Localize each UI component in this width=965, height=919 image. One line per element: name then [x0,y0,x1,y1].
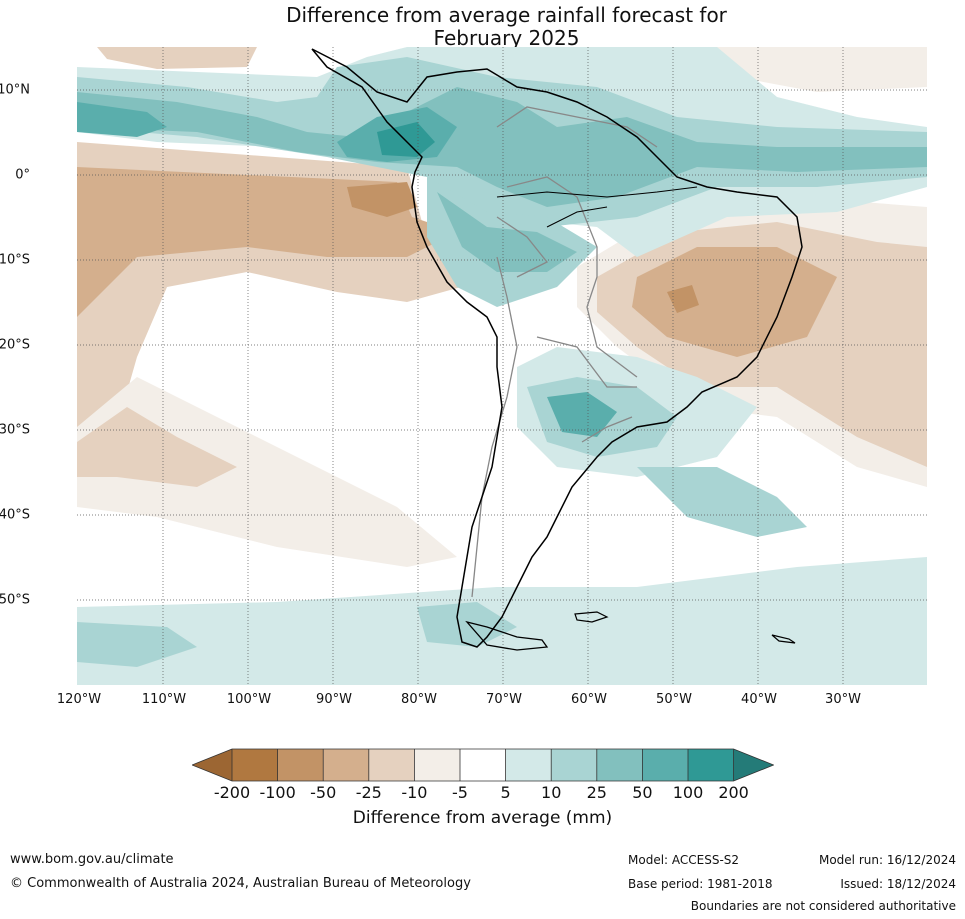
lon-label-80W: 80°W [401,692,437,707]
colorbar-arrow-low [192,749,232,781]
colorbar-tick-label: 100 [672,783,704,802]
lat-label-40S: 40°S [0,507,30,523]
rivers [496,186,698,228]
colorbar-segment [688,749,735,781]
colorbar-segment [414,749,461,781]
lat-label-50S: 50°S [0,592,30,608]
dry-north-top [97,47,257,69]
border-brazil-north [496,106,658,148]
lon-label-90W: 90°W [316,692,352,707]
lon-label-70W: 70°W [486,692,522,707]
dry-pacific-strong [347,182,417,217]
lat-label-10S: 10°S [0,252,30,268]
colorbar-tick-label: -100 [259,783,296,802]
falkland-islands [574,611,609,623]
lat-label-10N: 10°N [0,82,30,98]
issued-text: Issued: 18/12/2024 [840,877,956,891]
model-text: Model: ACCESS-S2 [628,853,740,867]
dry-brazil-strong [667,285,699,313]
border-brazil-west [506,176,638,378]
border-bolivia-paraguay [536,336,637,388]
lon-label-100W: 100°W [226,692,272,707]
colorbar-segment [505,749,552,781]
disclaimer-text: Boundaries are not considered authoritat… [690,899,956,913]
dry-brazil-core [632,247,837,357]
colorbar-segment [232,749,279,781]
colorbar-segment [277,749,324,781]
lon-label-110W: 110°W [141,692,187,707]
colorbar [192,748,774,782]
tierra-del-fuego [465,620,549,651]
dry-pacific-south-mid [77,407,237,487]
colorbar-tick-label: 10 [541,783,562,802]
colorbar-tick-label: -25 [355,783,382,802]
gridlines [77,47,927,685]
lon-label-40W: 40°W [741,692,777,707]
border-uruguay [581,416,633,443]
lon-label-60W: 60°W [571,692,607,707]
map-canvas [77,47,927,685]
border-peru-bolivia [496,216,549,278]
wet-south-drake [417,602,517,647]
wet-peru-mid [437,192,577,272]
wet-pacific-west [77,102,167,137]
colorbar-tick-label: 5 [500,783,511,802]
colorbar-tick-label: -200 [213,783,251,802]
south-georgia [771,634,796,644]
colorbar-tick-label: 50 [632,783,653,802]
wet-argentina-core [547,392,617,437]
colorbar-arrow-high [733,749,774,781]
dry-anomaly-areas [77,47,927,567]
lon-label-120W: 120°W [56,692,102,707]
colorbar-segment [460,749,507,781]
colorbar-segments [192,749,774,781]
colorbar-segment [596,749,643,781]
colorbar-tick-label: -50 [310,783,337,802]
wet-atlantic-south [637,467,807,537]
title-line-2: February 2025 [433,26,580,50]
colorbar-segment [642,749,689,781]
rainfall-map: 10°N 0° 10°S 20°S 30°S 40°S 50°S [0,47,927,685]
lat-label-30S: 30°S [0,422,30,438]
base-period-text: Base period: 1981-2018 [628,877,773,891]
title-line-1: Difference from average rainfall forecas… [286,3,727,27]
copyright-text: © Commonwealth of Australia 2024, Austra… [10,876,471,891]
chart-title: Difference from average rainfall forecas… [0,4,965,50]
colorbar-segment [551,749,598,781]
colorbar-label: Difference from average (mm) [352,808,613,828]
wet-north-mid [77,87,927,207]
colorbar-outline [192,748,774,782]
colorbar-tick-label: -5 [452,783,468,802]
wet-colombia-core [377,122,435,157]
lon-label-30W: 30°W [825,692,861,707]
lat-label-20S: 20°S [0,337,30,353]
colorbar-segment [323,749,370,781]
lat-label-0: 0° [15,167,30,183]
colorbar-tick-label: 200 [718,783,749,802]
model-run-text: Model run: 16/12/2024 [818,853,956,867]
dry-pacific-south [77,377,457,567]
south-america-coastline [311,48,803,648]
lon-label-50W: 50°W [656,692,692,707]
wet-south-band-mid [77,622,197,667]
colorbar-tick-label: 25 [586,783,607,802]
colorbar-tick-label: -10 [401,783,428,802]
dry-east-top [707,47,927,92]
wet-anomaly-areas [77,47,927,685]
colorbar-segment [368,749,415,781]
website-text: www.bom.gov.au/climate [10,852,174,867]
